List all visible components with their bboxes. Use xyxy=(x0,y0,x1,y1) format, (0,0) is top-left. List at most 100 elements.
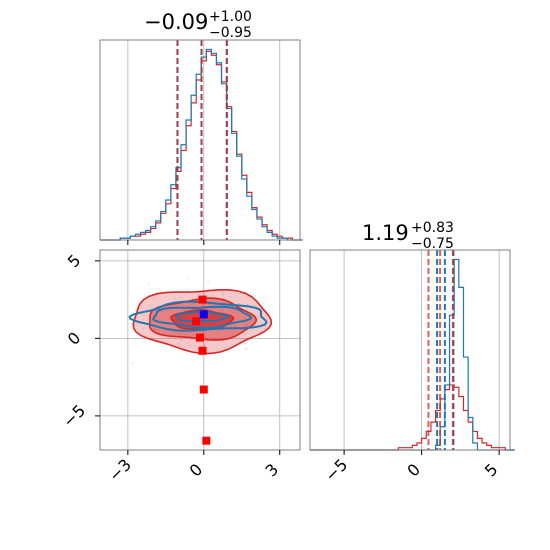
blue-contours xyxy=(128,300,268,332)
red-marker xyxy=(199,385,208,394)
sample-point xyxy=(173,297,176,299)
histogram-param2-title-upper: +0.83 xyxy=(411,220,454,236)
x-tick-label: 0 xyxy=(403,460,424,481)
x-tick-label: 3 xyxy=(262,460,283,481)
sample-point xyxy=(218,309,221,312)
sample-point xyxy=(179,344,182,347)
sample-point xyxy=(244,348,247,351)
sample-point xyxy=(229,296,232,298)
histogram-param1-quantile-lines xyxy=(176,40,228,240)
sample-point xyxy=(219,337,222,340)
histogram-param2-quantile-lines xyxy=(427,250,455,450)
sample-point xyxy=(204,336,207,338)
histogram-param1-title-value: −0.09 xyxy=(144,10,208,34)
blue-marker xyxy=(199,310,208,319)
histogram-red-series xyxy=(310,384,515,451)
sample-point xyxy=(179,333,182,335)
sample-point xyxy=(201,305,204,307)
sample-point xyxy=(186,288,189,291)
red-marker xyxy=(198,295,207,304)
sample-point xyxy=(180,339,183,342)
sample-point xyxy=(188,331,191,334)
sample-point xyxy=(228,310,231,313)
x-tick-label: 0 xyxy=(186,460,207,481)
histogram-param1-frame xyxy=(99,39,301,241)
blue-contour-level xyxy=(152,305,253,329)
red-marker xyxy=(198,346,207,355)
sample-point xyxy=(189,344,192,347)
sample-point xyxy=(187,277,189,280)
histogram-param1-series xyxy=(100,48,303,241)
sample-point xyxy=(148,282,150,285)
sample-point xyxy=(152,297,155,300)
sample-point xyxy=(237,302,240,305)
sample-point xyxy=(229,325,232,328)
histogram-param1-ticks xyxy=(127,240,281,245)
sample-point xyxy=(163,317,166,320)
sample-point xyxy=(190,338,193,341)
sample-point xyxy=(152,328,155,330)
sample-point xyxy=(142,327,145,330)
sample-point xyxy=(173,324,176,327)
sample-point xyxy=(236,317,239,319)
sample-point xyxy=(177,342,180,345)
histogram-param1-grid xyxy=(127,40,281,240)
sample-point xyxy=(262,302,265,304)
sample-point xyxy=(210,308,213,311)
histogram-param1-title-upper: +1.00 xyxy=(209,9,252,25)
sample-point xyxy=(232,311,235,314)
sample-point xyxy=(246,347,249,350)
x-tick-label: −3 xyxy=(105,455,135,485)
sample-point xyxy=(190,303,193,306)
histogram-param2-title-lower: −0.75 xyxy=(411,236,454,252)
histogram-param2-frame xyxy=(309,249,511,451)
sample-point xyxy=(169,333,172,336)
sample-point xyxy=(257,317,260,320)
sample-point xyxy=(178,332,181,335)
sample-point xyxy=(216,330,219,332)
sample-point xyxy=(231,333,234,336)
histogram-param2-series xyxy=(310,258,515,451)
red-marker xyxy=(192,317,201,326)
y-tick-label: 5 xyxy=(64,251,85,272)
sample-point xyxy=(220,311,223,313)
histogram-param2-grid xyxy=(343,250,500,450)
sample-point xyxy=(131,362,134,365)
histogram-param2-title-value: 1.19 xyxy=(362,221,409,245)
sample-point xyxy=(186,342,189,345)
sample-point xyxy=(220,329,223,332)
contour-frame xyxy=(99,249,301,451)
sample-point xyxy=(184,333,187,335)
y-tick-label: −5 xyxy=(59,401,89,431)
sample-point xyxy=(243,316,246,319)
histogram-blue-series xyxy=(100,48,303,241)
sample-point xyxy=(236,309,238,312)
sample-point xyxy=(183,309,186,312)
sample-point xyxy=(179,338,182,341)
histogram-panel-param1: −0.09 +1.00 −0.95 xyxy=(99,9,303,245)
sample-point xyxy=(161,310,164,313)
sample-point xyxy=(211,294,214,297)
sample-point xyxy=(168,318,171,320)
sample-point xyxy=(203,344,206,346)
red-marker xyxy=(196,333,204,342)
sample-point xyxy=(233,318,236,321)
sample-point xyxy=(149,304,152,307)
sample-point xyxy=(233,324,236,327)
sample-point xyxy=(182,303,184,306)
sample-point xyxy=(243,322,246,325)
x-tick-label: 5 xyxy=(481,460,502,481)
blue-contour-level xyxy=(128,300,268,332)
sample-point xyxy=(215,332,218,335)
sample-point xyxy=(212,307,215,310)
sample-point xyxy=(244,342,247,345)
sample-point xyxy=(221,336,224,339)
red-marker xyxy=(202,436,211,445)
sample-point xyxy=(167,315,170,318)
sample-point xyxy=(168,336,171,339)
sample-point xyxy=(193,334,196,337)
sample-point xyxy=(188,339,191,342)
sample-point xyxy=(152,337,155,340)
sample-point xyxy=(179,296,182,299)
